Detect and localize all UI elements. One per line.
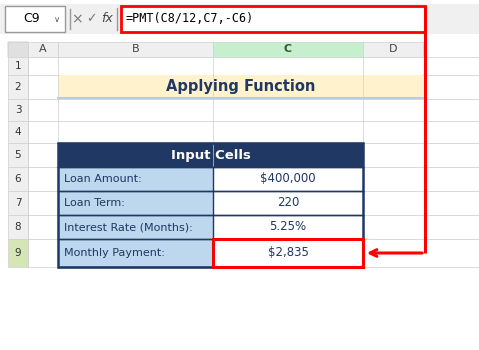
Bar	[58, 143, 363, 267]
Bar	[28, 191, 479, 215]
Text: Interest Rate (Months):: Interest Rate (Months):	[64, 222, 193, 232]
Bar	[8, 191, 28, 215]
Text: $400,000: $400,000	[260, 173, 316, 186]
Text: Loan Term:: Loan Term:	[64, 198, 125, 208]
Bar	[121, 6, 425, 32]
Text: 3: 3	[15, 105, 21, 115]
Bar	[213, 42, 363, 57]
Bar	[28, 167, 479, 191]
Bar	[8, 75, 28, 99]
Text: B: B	[132, 44, 139, 55]
Bar	[28, 143, 479, 167]
Text: 9: 9	[15, 248, 21, 258]
Bar	[58, 75, 423, 99]
Bar	[58, 191, 213, 215]
Text: A: A	[39, 44, 47, 55]
Text: Loan Amount:: Loan Amount:	[64, 174, 142, 184]
Bar	[58, 167, 213, 191]
Bar	[8, 143, 28, 167]
Bar	[58, 239, 213, 267]
Text: 4: 4	[15, 127, 21, 137]
Bar	[58, 143, 363, 167]
Bar	[8, 215, 28, 239]
Text: ✓: ✓	[86, 13, 96, 26]
Text: 5: 5	[15, 150, 21, 160]
Bar	[8, 167, 28, 191]
Bar	[28, 215, 479, 239]
Polygon shape	[8, 42, 28, 57]
Text: 6: 6	[15, 174, 21, 184]
Text: D: D	[389, 44, 397, 55]
Text: 1: 1	[15, 61, 21, 71]
Bar	[28, 99, 479, 121]
Bar	[28, 42, 58, 57]
Text: ∨: ∨	[54, 14, 60, 23]
Text: C: C	[284, 44, 292, 55]
Bar	[213, 215, 363, 239]
Bar	[213, 167, 363, 191]
Bar	[5, 6, 65, 32]
Text: 5.25%: 5.25%	[269, 220, 307, 233]
Bar	[0, 4, 479, 34]
Text: 2: 2	[15, 82, 21, 92]
Bar	[58, 215, 213, 239]
Bar	[213, 191, 363, 215]
Text: =PMT(C8/12,C7,-C6): =PMT(C8/12,C7,-C6)	[126, 13, 254, 26]
Bar	[28, 75, 479, 99]
Text: 7: 7	[15, 198, 21, 208]
Bar	[213, 239, 363, 267]
Bar	[8, 121, 28, 143]
Bar	[8, 42, 28, 57]
Bar	[363, 42, 423, 57]
Text: ×: ×	[71, 12, 83, 26]
Bar	[28, 57, 479, 75]
Bar	[8, 99, 28, 121]
Bar	[8, 57, 28, 75]
Text: $2,835: $2,835	[268, 246, 308, 259]
Bar	[28, 121, 479, 143]
Bar	[58, 42, 213, 57]
Text: fx: fx	[101, 13, 113, 26]
Text: 8: 8	[15, 222, 21, 232]
Text: Applying Function: Applying Function	[166, 79, 315, 94]
Text: Input Cells: Input Cells	[171, 148, 251, 161]
Bar	[28, 239, 479, 267]
Bar	[8, 239, 28, 267]
Text: 220: 220	[277, 196, 299, 210]
Bar	[213, 239, 363, 267]
Text: Monthly Payment:: Monthly Payment:	[64, 248, 165, 258]
Text: C9: C9	[23, 13, 40, 26]
